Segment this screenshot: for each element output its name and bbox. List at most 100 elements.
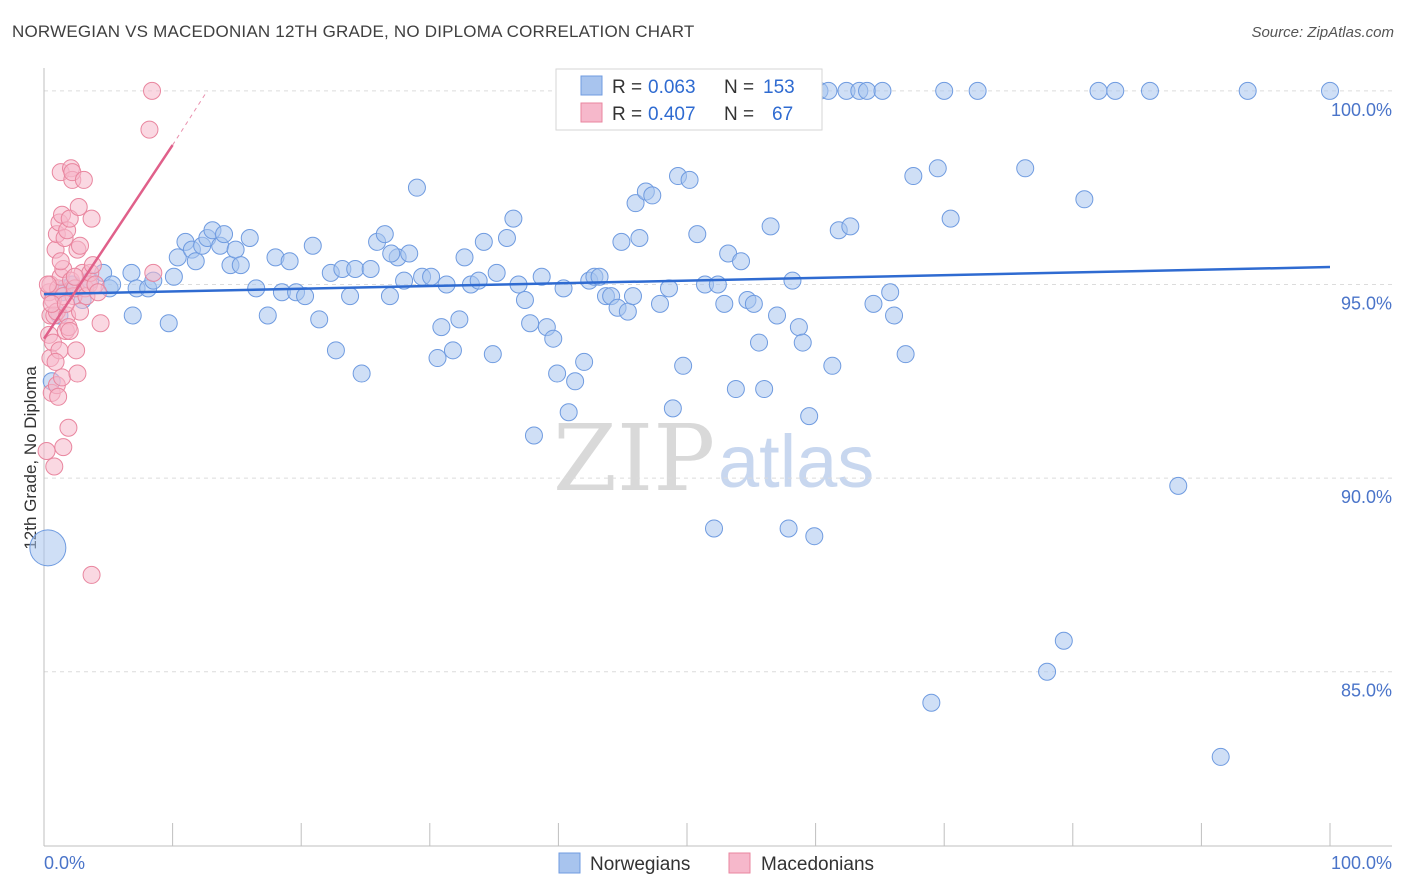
- macedonian-point: [46, 352, 65, 371]
- norwegian-point: [296, 287, 315, 306]
- norwegian-point: [896, 345, 915, 364]
- norwegian-point: [618, 302, 637, 321]
- norwegian-point: [873, 81, 892, 100]
- macedonian-point: [49, 387, 68, 406]
- watermark-atlas: atlas: [718, 420, 874, 503]
- norwegian-point: [483, 345, 502, 364]
- norwegians-trend-line: [43, 265, 1331, 296]
- macedonian-point: [143, 81, 162, 100]
- norwegian-point: [626, 194, 645, 213]
- macedonian-point: [37, 442, 56, 460]
- norwegian-point: [783, 271, 802, 290]
- macedonians-trend-line: [42, 144, 174, 340]
- norwegian-point: [395, 271, 414, 290]
- y-tick-label: 90.0%: [1341, 487, 1392, 507]
- norwegian-point: [548, 364, 567, 383]
- norwegian-point: [705, 519, 724, 538]
- norwegian-point: [885, 306, 904, 325]
- norwegian-point: [922, 693, 941, 712]
- norwegian-point: [968, 81, 987, 100]
- legend-swatch-norwegians: [580, 75, 603, 96]
- norwegian-point: [443, 341, 462, 360]
- bottom-legend: Norwegians Macedonians: [558, 852, 874, 875]
- bottom-legend-swatch-norwegians: [558, 852, 581, 874]
- legend-r-value-norwegians: 0.063: [648, 77, 696, 98]
- norwegian-point: [1038, 662, 1057, 681]
- norwegian-point: [650, 294, 669, 313]
- norwegian-point: [1321, 81, 1339, 100]
- norwegian-point: [750, 333, 769, 352]
- norwegian-point: [168, 248, 187, 267]
- norwegian-point: [215, 225, 234, 244]
- norwegian-point: [1089, 81, 1108, 100]
- norwegian-point: [1075, 190, 1094, 209]
- norwegian-point: [779, 519, 798, 538]
- norwegian-point: [341, 287, 360, 306]
- norwegian-point: [382, 244, 401, 263]
- norwegian-point: [800, 407, 819, 426]
- legend-r-value-macedonians: 0.407: [648, 104, 696, 125]
- norwegian-point: [793, 333, 812, 352]
- macedonian-point: [69, 198, 88, 217]
- norwegian-point: [819, 81, 838, 100]
- norwegian-point: [123, 306, 142, 325]
- norwegian-point: [805, 527, 824, 546]
- norwegian-point: [789, 318, 808, 337]
- macedonian-point: [71, 236, 90, 255]
- macedonian-point: [82, 565, 101, 584]
- bottom-legend-swatch-macedonians: [728, 852, 751, 874]
- legend-r-label-norwegians: R =: [612, 77, 647, 98]
- macedonian-point: [82, 209, 101, 228]
- norwegian-point: [575, 352, 594, 371]
- macedonian-point: [45, 457, 64, 476]
- norwegian-point: [380, 287, 399, 306]
- norwegian-point: [400, 244, 419, 263]
- norwegian-point: [346, 259, 365, 278]
- gridlines: [44, 90, 1392, 673]
- macedonian-point: [91, 314, 110, 333]
- norwegian-point: [659, 279, 678, 298]
- y-tick-label: 95.0%: [1341, 293, 1392, 313]
- macedonian-point: [67, 341, 86, 360]
- norwegian-point: [258, 306, 277, 325]
- norwegian-point: [755, 380, 774, 399]
- norwegian-point: [663, 399, 682, 418]
- norwegian-point: [680, 170, 699, 189]
- norwegian-point: [1106, 81, 1125, 100]
- norwegian-point: [524, 426, 543, 445]
- norwegian-point: [674, 356, 693, 375]
- norwegian-point: [407, 178, 426, 197]
- norwegian-point: [623, 287, 642, 306]
- legend-n-value-macedonians: 67: [772, 104, 793, 125]
- norwegian-point: [487, 263, 506, 282]
- norwegian-point: [544, 329, 563, 348]
- legend-n-label-macedonians: N =: [724, 104, 759, 125]
- macedonian-point: [38, 275, 57, 294]
- watermark-zip: ZIP: [553, 405, 715, 512]
- norwegian-point: [159, 314, 178, 333]
- norwegian-point: [375, 225, 394, 244]
- norwegian-point: [858, 81, 877, 100]
- norwegian-point: [422, 267, 441, 286]
- norwegian-point: [280, 252, 299, 271]
- y-axis-title: 12th Grade, No Diploma: [21, 366, 40, 550]
- norwegian-point: [450, 310, 469, 329]
- macedonian-point: [51, 252, 70, 271]
- x-tick-label-max: 100.0%: [1331, 853, 1392, 873]
- norwegian-point: [904, 167, 923, 186]
- x-ticks: [43, 823, 1331, 846]
- macedonian-point: [140, 120, 159, 139]
- legend-n-label-norwegians: N =: [724, 77, 759, 98]
- norwegian-point: [928, 159, 947, 178]
- bottom-legend-label-macedonians: Macedonians: [761, 854, 874, 875]
- y-tick-labels: 85.0% 90.0% 95.0% 100.0%: [1331, 100, 1392, 701]
- norwegian-point: [726, 380, 745, 399]
- legend-box: R = 0.063 N = 153 R = 0.407 N = 67: [555, 68, 823, 131]
- norwegian-point: [428, 349, 447, 368]
- norwegian-point: [29, 529, 67, 567]
- legend-r-label-macedonians: R =: [612, 104, 647, 125]
- norwegian-point: [310, 310, 329, 329]
- norwegian-point: [164, 267, 183, 286]
- legend-swatch-macedonians: [580, 102, 603, 123]
